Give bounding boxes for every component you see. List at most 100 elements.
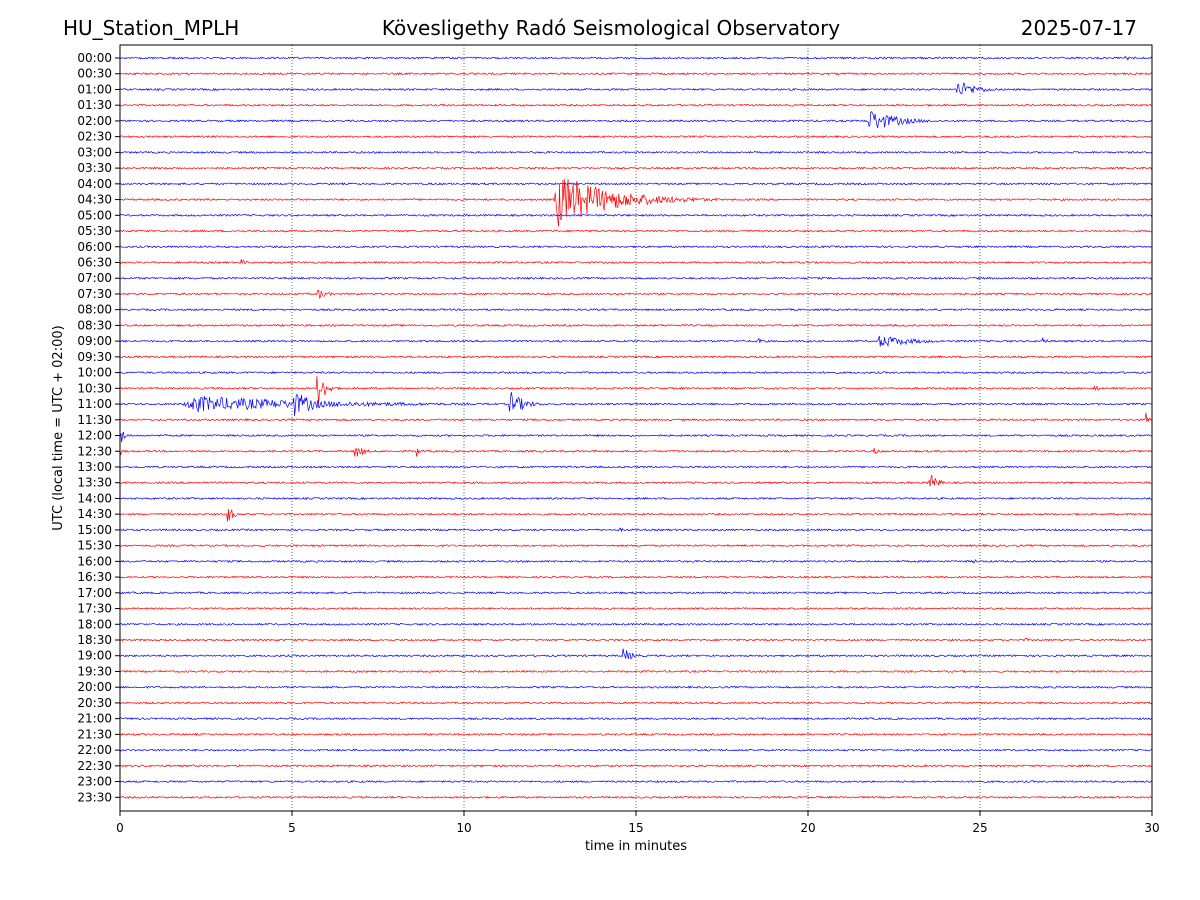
trace-row	[119, 276, 1153, 280]
y-tick-label: 01:00	[77, 82, 112, 96]
y-tick-label: 02:00	[77, 114, 112, 128]
x-axis-ticks: 0 5 10 15 20 25 30	[116, 811, 1160, 835]
y-axis-label: UTC (local time = UTC + 02:00)	[51, 325, 66, 530]
y-tick-label: 21:00	[77, 712, 112, 726]
y-tick-label: 15:00	[77, 523, 112, 537]
y-tick-label: 22:30	[77, 759, 112, 773]
trace-row	[119, 229, 1153, 233]
y-tick-label: 17:00	[77, 586, 112, 600]
trace-row	[119, 447, 1153, 457]
y-tick-label: 11:30	[77, 413, 112, 427]
trace-row	[119, 55, 1153, 61]
trace-row	[119, 748, 1153, 752]
trace-row	[119, 182, 1153, 186]
trace-row	[119, 289, 1153, 299]
x-tick-label: 15	[628, 821, 643, 835]
y-tick-label: 03:30	[77, 161, 112, 175]
y-tick-label: 23:30	[77, 790, 112, 804]
y-tick-label: 08:00	[77, 303, 112, 317]
y-tick-label: 21:30	[77, 727, 112, 741]
y-tick-label: 06:30	[77, 255, 112, 269]
y-tick-label: 01:30	[77, 98, 112, 112]
trace-row	[119, 622, 1153, 626]
y-tick-label: 17:30	[77, 602, 112, 616]
trace-row	[119, 179, 1153, 227]
x-tick-label: 0	[116, 821, 124, 835]
y-tick-label: 16:00	[77, 554, 112, 568]
trace-row	[119, 648, 1153, 659]
station-name: HU_Station_MPLH	[63, 16, 239, 40]
y-tick-label: 13:00	[77, 460, 112, 474]
trace-row	[119, 607, 1153, 611]
y-tick-label: 09:00	[77, 334, 112, 348]
y-tick-label: 00:30	[77, 67, 112, 81]
chart-date: 2025-07-17	[1021, 16, 1137, 40]
y-tick-label: 12:00	[77, 429, 112, 443]
y-tick-label: 18:00	[77, 617, 112, 631]
trace-row	[119, 431, 1153, 443]
trace-row	[119, 111, 1153, 129]
x-tick-label: 10	[456, 821, 471, 835]
trace-row	[119, 559, 1153, 564]
y-tick-label: 18:30	[77, 633, 112, 647]
trace-row	[119, 465, 1153, 469]
trace-row	[119, 72, 1153, 76]
y-tick-label: 16:30	[77, 570, 112, 584]
chart-title: Kövesligethy Radó Seismological Observat…	[382, 16, 840, 40]
trace-row	[119, 732, 1153, 737]
trace-row	[119, 637, 1153, 642]
trace-row	[119, 575, 1153, 579]
y-tick-label: 20:30	[77, 696, 112, 710]
trace-row	[119, 150, 1153, 154]
x-tick-label: 20	[800, 821, 815, 835]
trace-row	[119, 508, 1153, 522]
y-tick-label: 05:00	[77, 208, 112, 222]
y-tick-label: 07:00	[77, 271, 112, 285]
trace-row	[119, 259, 1153, 265]
trace-row	[119, 213, 1153, 217]
x-axis-label: time in minutes	[585, 839, 687, 854]
trace-row	[119, 764, 1152, 768]
trace-row	[119, 166, 1153, 170]
trace-row	[119, 527, 1153, 533]
trace-row	[119, 355, 1153, 359]
y-tick-label: 20:00	[77, 680, 112, 694]
x-tick-label: 25	[972, 821, 987, 835]
y-tick-label: 19:00	[77, 649, 112, 663]
y-tick-label: 14:30	[77, 507, 112, 521]
trace-row	[119, 412, 1153, 422]
x-tick-label: 5	[288, 821, 296, 835]
y-tick-label: 06:00	[77, 240, 112, 254]
trace-row	[119, 496, 1153, 501]
trace-row	[119, 245, 1153, 249]
y-tick-label: 00:00	[77, 51, 112, 65]
y-tick-label: 02:30	[77, 130, 112, 144]
y-tick-label: 13:30	[77, 476, 112, 490]
y-tick-label: 12:30	[77, 444, 112, 458]
trace-row	[119, 392, 1153, 417]
y-tick-label: 11:00	[77, 397, 112, 411]
y-tick-label: 08:30	[77, 318, 112, 332]
y-tick-label: 23:00	[77, 775, 112, 789]
y-tick-label: 10:30	[77, 381, 112, 395]
y-tick-label: 14:00	[77, 491, 112, 505]
trace-row	[119, 591, 1153, 595]
trace-row	[119, 701, 1153, 705]
y-tick-label: 19:30	[77, 664, 112, 678]
trace-row	[119, 779, 1153, 784]
trace-row	[119, 717, 1153, 721]
trace-row	[119, 376, 1153, 404]
y-tick-label: 10:00	[77, 366, 112, 380]
trace-row	[119, 82, 1153, 95]
trace-row	[119, 685, 1153, 689]
trace-row	[119, 135, 1153, 139]
y-tick-label: 05:30	[77, 224, 112, 238]
trace-row	[119, 323, 1153, 328]
y-tick-label: 15:30	[77, 539, 112, 553]
x-tick-label: 30	[1144, 821, 1159, 835]
trace-row	[119, 669, 1153, 673]
trace-row	[119, 543, 1153, 548]
y-tick-label: 03:00	[77, 145, 112, 159]
y-tick-label: 09:30	[77, 350, 112, 364]
